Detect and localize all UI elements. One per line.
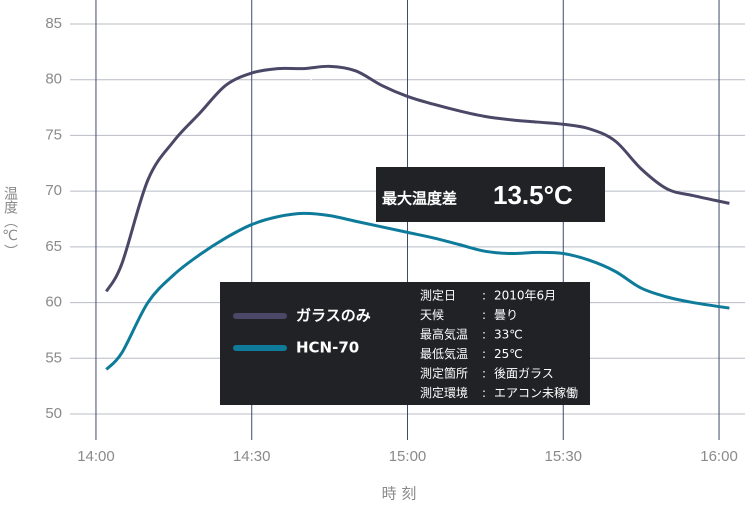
y-tick-label: 50 [45, 405, 62, 422]
condition-label: 測定日 [420, 288, 456, 303]
condition-separator: : [482, 347, 486, 361]
condition-value: 25℃ [494, 347, 523, 361]
condition-separator: : [482, 289, 486, 303]
legend-label: HCN-70 [296, 339, 359, 357]
condition-label: 最高気温 [420, 327, 468, 342]
condition-separator: : [482, 328, 486, 342]
condition-value: 2010年6月 [494, 289, 556, 303]
legend-label: ガラスのみ [296, 307, 371, 325]
x-axis-title: 時 刻 [382, 485, 417, 503]
condition-value: エアコン未稼働 [494, 385, 578, 400]
condition-value: 33℃ [494, 328, 523, 342]
x-tick-label: 16:00 [700, 448, 738, 465]
x-tick-label: 14:30 [233, 448, 271, 465]
x-tick-label: 15:00 [389, 448, 427, 465]
y-tick-label: 65 [45, 238, 62, 255]
legend-box [220, 282, 590, 405]
condition-separator: : [482, 308, 486, 322]
condition-label: 最低気温 [420, 346, 468, 361]
series-line [105, 64, 730, 293]
y-tick-label: 55 [45, 349, 62, 366]
condition-separator: : [482, 386, 486, 400]
x-tick-label: 14:00 [77, 448, 115, 465]
y-tick-label: 60 [45, 294, 62, 311]
annotation-box [376, 167, 605, 222]
y-axis-title: 温度（℃） [2, 186, 18, 258]
condition-separator: : [482, 367, 486, 381]
y-tick-label: 85 [45, 15, 62, 32]
condition-value: 後面ガラス [494, 367, 554, 381]
condition-label: 天候 [420, 308, 444, 322]
series-line [105, 211, 730, 371]
x-tick-label: 15:30 [544, 448, 582, 465]
condition-label: 測定箇所 [420, 366, 468, 381]
annotation-value: 13.5°C [493, 180, 573, 210]
y-tick-label: 70 [45, 182, 62, 199]
y-tick-label: 80 [45, 71, 62, 88]
y-tick-label: 75 [45, 126, 62, 143]
condition-label: 測定環境 [420, 385, 468, 400]
condition-value: 曇り [494, 308, 518, 322]
annotation-label: 最大温度差 [382, 190, 457, 208]
